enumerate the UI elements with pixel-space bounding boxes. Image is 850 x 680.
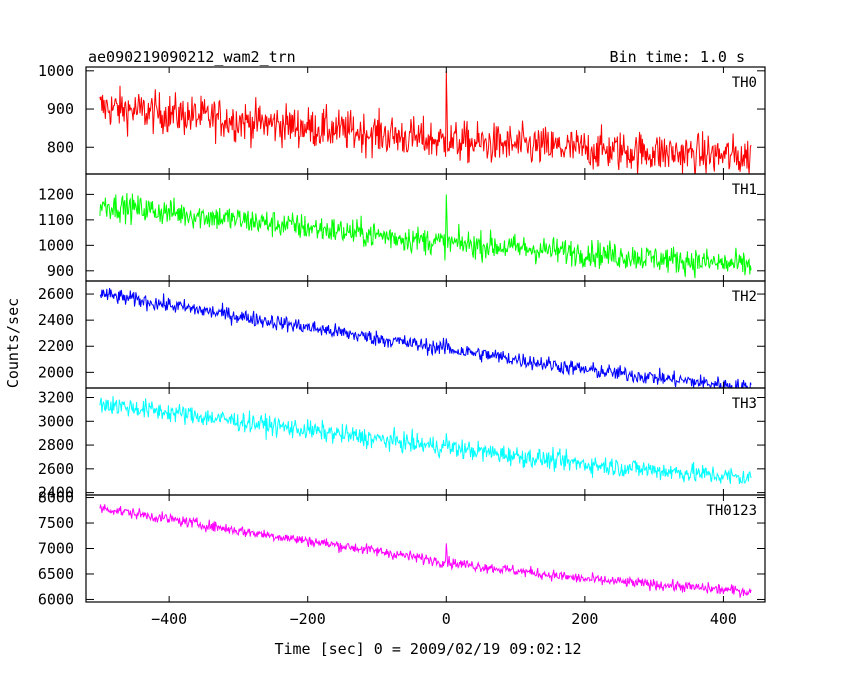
y-tick-label: 900 (47, 100, 74, 118)
panel-label: TH0123 (706, 503, 757, 519)
x-axis: −400 −200 0 200 400 (151, 610, 737, 628)
x-tick-label: −200 (290, 610, 326, 628)
y-tick-label: 2400 (38, 311, 74, 329)
y-tick-label: 8000 (38, 489, 74, 507)
series-line-th0 (99, 70, 752, 174)
series-line-th1 (99, 192, 752, 279)
y-tick-label: 1000 (38, 236, 74, 254)
x-tick-label: 400 (710, 610, 737, 628)
panel-th3: 2400 2600 2800 3000 3200 TH3 (38, 387, 766, 502)
x-axis-label: Time [sec] 0 = 2009/02/19 09:02:12 (274, 640, 581, 658)
panel-frame (85, 387, 766, 496)
y-tick-label: 7500 (38, 514, 74, 532)
y-tick-label: 6500 (38, 565, 74, 583)
x-tick-label: 0 (442, 610, 451, 628)
panel-label: TH0 (732, 75, 757, 91)
bin-time-label: Bin time: 1.0 s (610, 48, 745, 66)
panel-frame (85, 280, 766, 389)
x-tick-label: 200 (571, 610, 598, 628)
y-tick-label: 3200 (38, 389, 74, 407)
panel-label: TH2 (732, 289, 757, 305)
x-tick-label: −400 (151, 610, 187, 628)
y-tick-label: 2000 (38, 363, 74, 381)
series-line-th0123 (99, 503, 752, 598)
y-tick-label: 1000 (38, 62, 74, 80)
series-line-th3 (99, 396, 752, 485)
panel-th2: 2000 2200 2400 2600 TH2 (38, 280, 766, 389)
panel-th0123: 6000 6500 7000 7500 8000 TH0123 (38, 489, 766, 608)
y-axis-label: Counts/sec (4, 298, 22, 388)
y-tick-label: 6000 (38, 590, 74, 608)
panel-label: TH1 (732, 182, 757, 198)
panel-frame (85, 173, 766, 282)
chart-title: ae090219090212_wam2_trn (88, 48, 296, 66)
panel-frame (85, 494, 766, 603)
y-tick-label: 900 (47, 262, 74, 280)
y-tick-label: 2800 (38, 436, 74, 454)
y-tick-label: 2200 (38, 337, 74, 355)
panel-label: TH3 (732, 396, 757, 412)
y-tick-label: 7000 (38, 540, 74, 558)
panel-th0: 800 900 1000 TH0 (38, 62, 766, 175)
y-tick-label: 2600 (38, 285, 74, 303)
y-tick-label: 2600 (38, 460, 74, 478)
y-tick-label: 2400 (38, 484, 74, 502)
y-tick-label: 1100 (38, 211, 74, 229)
y-tick-label: 800 (47, 138, 74, 156)
panel-th1: 900 1000 1100 1200 TH1 (38, 173, 766, 282)
y-tick-label: 3000 (38, 412, 74, 430)
series-line-th2 (99, 288, 752, 388)
y-tick-label: 1200 (38, 185, 74, 203)
